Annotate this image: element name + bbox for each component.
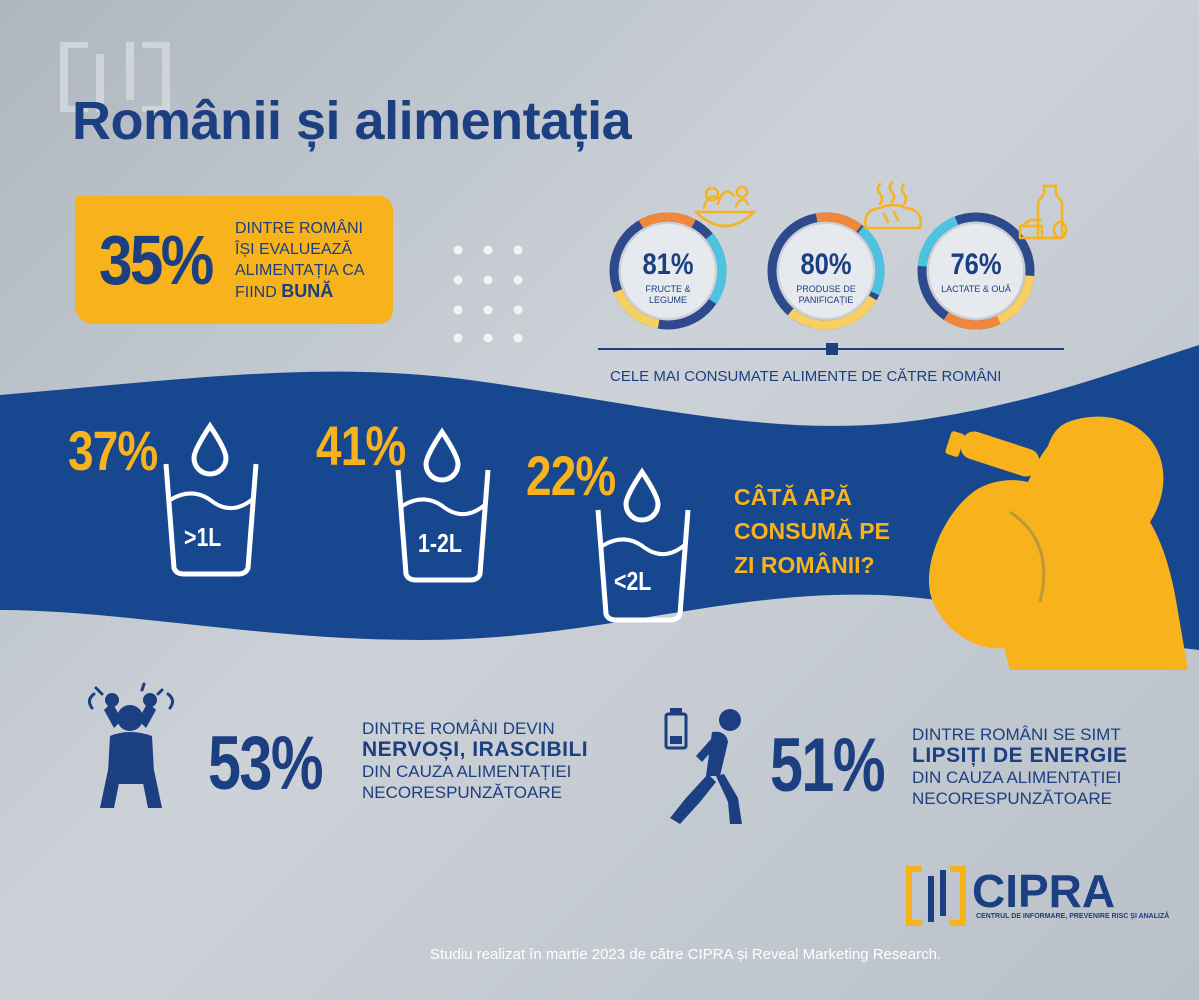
- water-glass-label-2: 1-2L: [418, 528, 462, 558]
- food-value: 81%: [642, 248, 694, 281]
- energy-text: DINTRE ROMÂNI SE SIMT LIPSIȚI DE ENERGIE…: [912, 724, 1128, 809]
- water-question: CÂTĂ APĂ CONSUMĂ PE ZI ROMÂNII?: [734, 480, 890, 582]
- water-glass-label-3: <2L: [614, 566, 652, 596]
- nervous-line-2: NERVOȘI, IRASCIBILI: [362, 738, 589, 761]
- nervous-percent: 53%: [208, 721, 324, 806]
- energy-line-1: DINTRE ROMÂNI SE SIMT: [912, 725, 1121, 744]
- nervous-line-1: DINTRE ROMÂNI DEVIN: [362, 719, 555, 738]
- drinking-person-icon: [928, 416, 1188, 670]
- food-ring-center: 76% LACTATE & OUĂ: [929, 224, 1023, 318]
- water-question-line-1: CÂTĂ APĂ: [734, 484, 852, 510]
- ring-segments: [917, 212, 1035, 330]
- water-question-line-3: ZI ROMÂNII?: [734, 552, 875, 578]
- angry-person-icon: [87, 682, 175, 808]
- water-glass-icon: [595, 467, 691, 623]
- foods-divider-marker: [826, 343, 838, 355]
- nervous-text: DINTRE ROMÂNI DEVIN NERVOȘI, IRASCIBILI …: [362, 718, 588, 803]
- ring-segments: [767, 212, 885, 330]
- energy-percent: 51%: [770, 723, 886, 808]
- evaluation-line-1: DINTRE ROMÂNI: [235, 220, 363, 237]
- evaluation-line-4-prefix: FIIND: [235, 284, 282, 301]
- food-value: 76%: [950, 248, 1002, 281]
- evaluation-line-3: ALIMENTAȚIA CA: [235, 262, 365, 279]
- nervous-line-3: DIN CAUZA ALIMENTAȚIEI: [362, 762, 572, 781]
- energy-line-4: NECORESPUNZĂTOARE: [912, 789, 1112, 808]
- cipra-logo-icon: [906, 866, 966, 926]
- nervous-line-2-wrap: NERVOȘI, IRASCIBILI: [362, 739, 588, 761]
- ring-segments: [609, 212, 727, 330]
- water-question-line-2: CONSUMĂ PE: [734, 518, 890, 544]
- salad-bowl-icon: [692, 185, 758, 228]
- food-ring-fruits: 81% FRUCTE & LEGUME: [609, 212, 727, 330]
- water-glass-icon: [163, 421, 259, 577]
- foods-caption: CELE MAI CONSUMATE ALIMENTE DE CĂTRE ROM…: [610, 368, 1002, 385]
- energy-line-2-wrap: LIPSIȚI DE ENERGIE: [912, 745, 1128, 767]
- energy-line-3: DIN CAUZA ALIMENTAȚIEI: [912, 768, 1122, 787]
- logo-subtitle: CENTRUL DE INFORMARE, PREVENIRE RISC ȘI …: [976, 913, 1170, 920]
- water-percent-2: 41%: [316, 414, 406, 477]
- page-title: Românii și alimentația: [72, 91, 632, 151]
- water-percent-3: 22%: [526, 444, 616, 507]
- food-value: 80%: [800, 248, 852, 281]
- footer-credit: Studiu realizat în martie 2023 de către …: [430, 946, 942, 963]
- food-ring-dairy: 76% LACTATE & OUĂ: [917, 212, 1035, 330]
- energy-line-2: LIPSIȚI DE ENERGIE: [912, 744, 1128, 767]
- logo-name: CIPRA: [972, 865, 1116, 917]
- evaluation-text: DINTRE ROMÂNI ÎȘI EVALUEAZĂ ALIMENTAȚIA …: [235, 218, 385, 303]
- food-label: PRODUSE DE PANIFICAȚIE: [796, 284, 856, 305]
- decorative-dots: [453, 245, 523, 343]
- evaluation-percent: 35%: [99, 221, 214, 299]
- food-label: FRUCTE & LEGUME: [645, 284, 691, 305]
- tired-person-icon: [664, 708, 742, 824]
- nervous-line-4: NECORESPUNZĂTOARE: [362, 783, 562, 802]
- food-ring-bakery: 80% PRODUSE DE PANIFICAȚIE: [767, 212, 885, 330]
- water-glass-icon: [395, 427, 491, 583]
- food-label: LACTATE & OUĂ: [941, 284, 1011, 294]
- evaluation-line-4: FIIND BUNĂ: [235, 281, 385, 303]
- food-ring-center: 80% PRODUSE DE PANIFICAȚIE: [779, 224, 873, 318]
- water-percent-1: 37%: [68, 419, 158, 482]
- bread-icon: [864, 180, 922, 230]
- evaluation-card: 35% DINTRE ROMÂNI ÎȘI EVALUEAZĂ ALIMENTA…: [75, 196, 393, 324]
- evaluation-line-2: ÎȘI EVALUEAZĂ: [235, 241, 353, 258]
- evaluation-line-4-bold: BUNĂ: [281, 281, 334, 301]
- milk-eggs-icon: [1018, 184, 1068, 240]
- watermark-logo: [60, 42, 170, 112]
- food-ring-center: 81% FRUCTE & LEGUME: [621, 224, 715, 318]
- water-glass-label-1: >1L: [184, 522, 222, 552]
